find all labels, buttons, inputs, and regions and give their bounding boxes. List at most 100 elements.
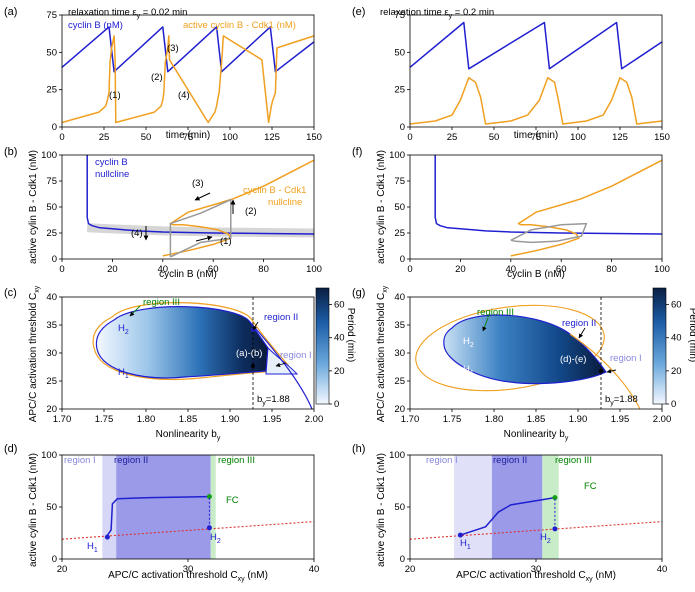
y-tick-label: 35 <box>394 320 405 331</box>
y-tick-label: 30 <box>46 348 57 359</box>
y-tick-label: 25 <box>394 85 405 96</box>
region-band <box>491 455 543 559</box>
region-outline-c <box>92 302 291 380</box>
bifurcation-point <box>552 495 558 501</box>
xlabel-h: APC/C activation threshold Cxy (nM) <box>456 570 616 583</box>
x-tick-label: 40 <box>657 564 668 575</box>
region3-label-d: region III <box>218 455 255 466</box>
h1-label-c: H1 <box>118 367 129 380</box>
region1-label-h: region I <box>426 455 458 466</box>
region-band <box>210 455 216 559</box>
by-label-g: by=1.88 <box>605 394 638 407</box>
series-line <box>409 21 663 70</box>
x-tick-label: 75 <box>531 132 542 143</box>
colorbar-g: 0 20 40 60 <box>652 287 682 410</box>
y-tick-label: 40 <box>394 292 405 303</box>
panel-label-h: (h) <box>352 443 365 455</box>
x-tick-label: 150 <box>654 132 670 143</box>
ylabel-d: active cylin B - Cdk1 (nM) <box>28 453 39 567</box>
x-tick-label: 1.80 <box>137 414 156 425</box>
x-tick-label: 1.85 <box>527 414 546 425</box>
y-tick-label: 75 <box>46 176 57 187</box>
period-heatmap-c <box>95 306 269 379</box>
series-line <box>162 159 315 257</box>
y-tick-label: 25 <box>394 228 405 239</box>
marker-b-4: (4) <box>131 228 143 239</box>
marker-a-3: (3) <box>167 43 179 54</box>
arrow-region1-c <box>275 362 287 367</box>
y-tick-label: 20 <box>46 404 57 415</box>
x-tick-label: 125 <box>612 132 628 143</box>
xlabel-c: Nonlinearity by <box>156 429 221 442</box>
panel-g: 1.70 1.75 1.80 1.85 1.90 1.95 2.00 20 25 30 35 40 <box>394 292 671 425</box>
panel-a: 0 25 50 75 100 125 150 0 25 50 75 <box>46 10 322 143</box>
nullcline-cyclinb-label2: nullcline <box>95 169 129 180</box>
x-tick-label: 2.00 <box>653 414 672 425</box>
region-band <box>116 455 211 559</box>
x-tick-label: 60 <box>556 264 567 275</box>
x-tick-label: 0 <box>59 264 64 275</box>
legend-cyclinb-a: cyclin B (nM) <box>68 20 123 31</box>
colorbar-tick-label: 0 <box>671 399 676 410</box>
x-tick-label: 25 <box>447 132 458 143</box>
hopf-curve-g <box>569 333 641 410</box>
x-tick-label: 100 <box>222 132 238 143</box>
panel-label-c: (c) <box>4 287 17 299</box>
region-outline-g <box>415 304 605 392</box>
y-tick-label: 100 <box>389 450 405 461</box>
h1-label-h: H1 <box>460 538 471 551</box>
region1-label-c: region I <box>280 350 312 361</box>
h2-label-c: H2 <box>118 323 129 336</box>
x-tick-label: 1.70 <box>401 414 420 425</box>
y-tick-label: 25 <box>46 228 57 239</box>
region2-label-h: region II <box>493 455 527 466</box>
x-tick-label: 100 <box>654 264 670 275</box>
point-g <box>599 369 603 373</box>
nullcline-cdk1-label: cyclin B - Cdk1 <box>243 185 306 196</box>
h2-label-d: H2 <box>210 532 221 545</box>
x-tick-label: 20 <box>107 264 118 275</box>
y-tick-label: 25 <box>46 376 57 387</box>
panel-label-f: (f) <box>352 146 362 158</box>
y-tick-label: 50 <box>394 47 405 58</box>
x-tick-label: 40 <box>506 264 517 275</box>
x-tick-label: 100 <box>570 132 586 143</box>
bifurcation-point <box>457 532 463 538</box>
series-line <box>61 35 315 124</box>
arrow-b-1 <box>195 235 213 242</box>
x-tick-label: 125 <box>264 132 280 143</box>
panel-label-g: (g) <box>352 287 365 299</box>
x-tick-label: 1.80 <box>485 414 504 425</box>
point-c <box>251 364 255 368</box>
y-tick-label: 100 <box>41 150 57 161</box>
marker-b-2: (2) <box>245 206 257 217</box>
xlabel-g: Nonlinearity by <box>504 429 569 442</box>
region2-label-g: region II <box>562 318 596 329</box>
colorbar-gradient <box>315 287 330 405</box>
xlabel-a: time (min) <box>166 130 210 141</box>
x-tick-label: 0 <box>407 132 412 143</box>
x-tick-label: 0 <box>59 132 64 143</box>
x-tick-label: 20 <box>405 564 416 575</box>
y-tick-label: 40 <box>46 292 57 303</box>
marker-a-2: (2) <box>151 72 163 83</box>
colorbar-gradient <box>652 287 667 405</box>
xlabel-e: time (min) <box>514 130 558 141</box>
colorbar-label-c: Period (min) <box>345 308 356 362</box>
x-tick-label: 2.00 <box>305 414 324 425</box>
marker-b-3: (3) <box>192 178 204 189</box>
colorbar-tick-label: 20 <box>334 366 345 377</box>
colorbar-tick-label: 20 <box>671 366 682 377</box>
axes-frame <box>409 14 663 128</box>
y-tick-label: 0 <box>52 254 57 265</box>
by-label-c: by=1.88 <box>257 394 290 407</box>
nullcline-cdk1-label2: nullcline <box>268 197 302 208</box>
x-tick-label: 40 <box>309 564 320 575</box>
nullcline-cyclinb-label: cyclin B <box>95 157 128 168</box>
x-tick-label: 150 <box>306 132 322 143</box>
h1-label-g: H1 <box>463 364 474 377</box>
x-tick-label: 20 <box>57 564 68 575</box>
bifurcation-point <box>104 534 110 540</box>
panel-b: 0 20 40 60 80 100 0 25 50 75 100 <box>41 150 322 275</box>
